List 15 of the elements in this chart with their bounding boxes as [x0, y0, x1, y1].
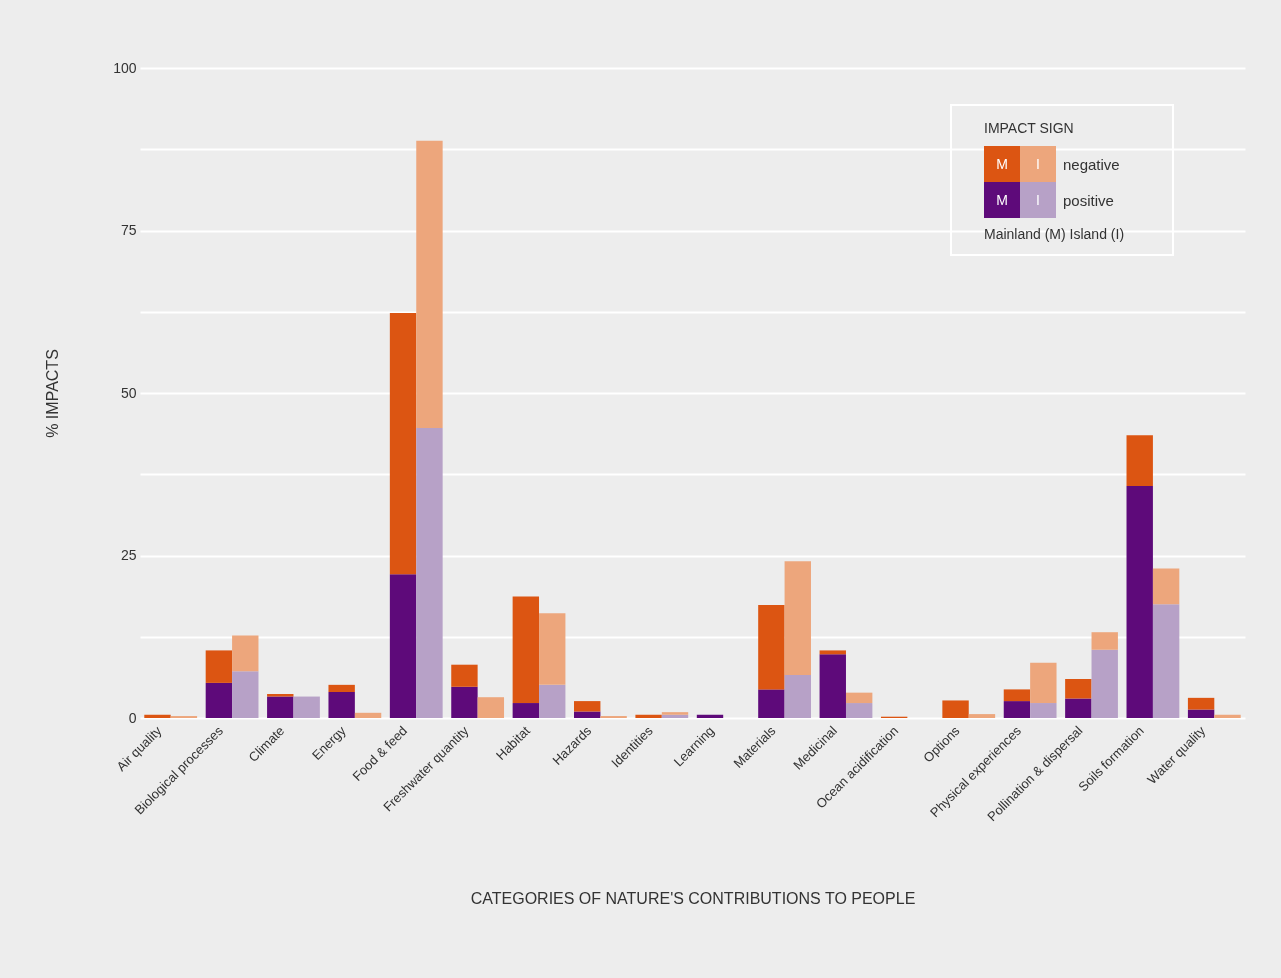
y-tick-label: 75	[120, 222, 137, 238]
legend-title: IMPACT SIGN	[984, 120, 1075, 136]
y-tick-label: 0	[128, 709, 137, 726]
text: I	[1036, 192, 1040, 208]
y-axis-title: % IMPACTS	[43, 349, 61, 438]
text: M	[996, 192, 1008, 208]
legend-label: positive	[1063, 191, 1114, 209]
y-tick-label: 50	[120, 384, 137, 401]
legend-label: negative	[1063, 155, 1120, 173]
x-axis-title: CATEGORIES OF NATURE'S CONTRIBUTIONS TO PEOPLE	[470, 889, 916, 907]
annotation: I	[1020, 146, 1056, 182]
y-tick-label: 100	[113, 59, 137, 76]
annotation: M	[984, 146, 1020, 182]
y-tick-label: 25	[120, 547, 137, 563]
annotation: Mainland (M) Island (I)	[984, 226, 1126, 242]
